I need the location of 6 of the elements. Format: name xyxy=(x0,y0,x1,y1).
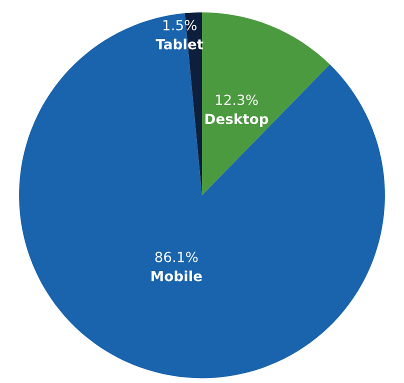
slice-label: Mobile xyxy=(152,270,202,282)
data-label: 1.5% xyxy=(163,20,196,30)
data-label: 12.3% xyxy=(216,94,258,106)
slice-label: Tablet xyxy=(156,38,204,50)
slice-label: Desktop xyxy=(205,113,268,127)
data-label: 86.1% xyxy=(155,252,198,262)
